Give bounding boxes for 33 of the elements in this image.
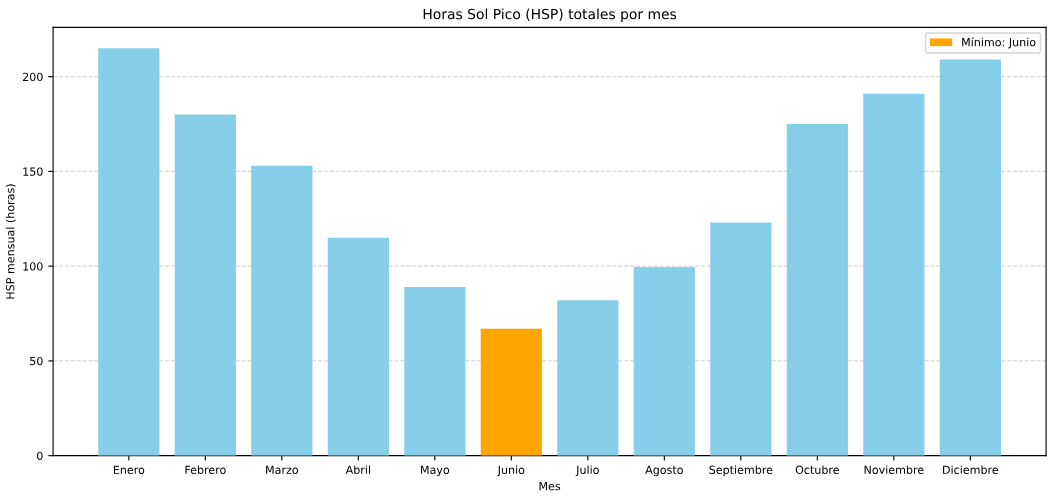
y-tick-label: 100: [23, 262, 43, 271]
x-tick-label: Octubre: [795, 465, 839, 474]
y-tick-label: 150: [23, 167, 43, 176]
y-tick-label: 0: [37, 451, 43, 461]
chart-title: Horas Sol Pico (HSP) totales por mes: [423, 8, 677, 22]
x-tick-label: Mayo: [421, 465, 450, 477]
bar: [404, 287, 466, 456]
y-tick-label: 200: [22, 72, 43, 82]
x-tick-label: Noviembre: [864, 465, 924, 474]
bar: [98, 48, 160, 456]
x-tick-label: Julio: [575, 465, 599, 477]
bar: [710, 222, 772, 456]
bar: [786, 124, 848, 456]
x-tick-label: Enero: [113, 465, 145, 474]
bar: [251, 165, 313, 456]
x-tick-label: Febrero: [185, 465, 226, 474]
x-tick-label: Marzo: [266, 465, 299, 474]
bar: [939, 59, 1001, 456]
bar: [863, 93, 925, 456]
bar: [480, 328, 542, 456]
x-tick-label: Agosto: [645, 465, 683, 477]
y-tick-label: 50: [30, 356, 43, 366]
y-axis-title: HSP mensual (horas): [5, 184, 16, 299]
x-tick-label: Diciembre: [943, 465, 999, 474]
x-tick-label: Septiembre: [709, 465, 773, 477]
bar: [174, 114, 236, 456]
bar: [557, 300, 619, 456]
x-tick-label: Junio: [497, 465, 525, 477]
bar: [633, 267, 695, 456]
x-tick-label: Abril: [345, 465, 370, 474]
legend-label: Mínimo: Junio: [962, 37, 1036, 49]
bar: [327, 237, 389, 456]
x-axis-title: Mes: [539, 482, 561, 491]
